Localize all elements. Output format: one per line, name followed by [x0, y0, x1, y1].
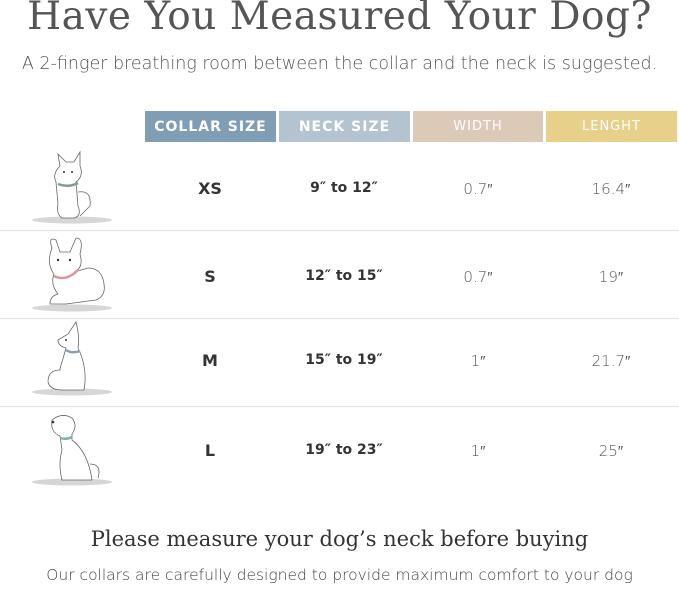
- row-divider: [0, 406, 679, 407]
- row-divider: [0, 230, 679, 231]
- width-cell: 0.7″: [463, 180, 493, 198]
- collar-size-cell: XS: [198, 179, 222, 198]
- collar-size-cell: S: [204, 267, 216, 286]
- neck-size-cell: 19″ to 23″: [305, 442, 383, 458]
- collar-size-cell: M: [202, 351, 218, 370]
- header-neck-size: NECK SIZE: [279, 111, 410, 142]
- length-cell: 25″: [598, 442, 624, 460]
- width-cell: 1″: [470, 442, 486, 460]
- length-cell: 19″: [598, 268, 624, 286]
- french-bulldog-icon: [32, 237, 112, 312]
- neck-size-cell: 12″ to 15″: [305, 268, 383, 284]
- footer-heading: Please measure your dog’s neck before bu…: [90, 527, 589, 551]
- subtitle: A 2-finger breathing room between the co…: [21, 54, 658, 74]
- header-width: WIDTH: [413, 111, 543, 142]
- sitting-dog-icon: [32, 321, 112, 396]
- neck-size-cell: 15″ to 19″: [305, 352, 383, 368]
- row-divider: [0, 318, 679, 319]
- collar-size-cell: L: [204, 441, 216, 460]
- width-cell: 0.7″: [463, 268, 493, 286]
- length-cell: 21.7″: [591, 352, 631, 370]
- width-cell: 1″: [470, 352, 486, 370]
- neck-size-cell: 9″ to 12″: [310, 180, 378, 196]
- labrador-icon: [32, 415, 112, 486]
- footer-text: Our collars are carefully designed to pr…: [46, 566, 633, 584]
- length-cell: 16.4″: [591, 180, 631, 198]
- page-title: Have You Measured Your Dog?: [27, 0, 652, 39]
- header-collar-size: COLLAR SIZE: [145, 111, 276, 142]
- header-length: LENGHT: [546, 111, 677, 142]
- small-fluffy-dog-icon: [32, 150, 112, 224]
